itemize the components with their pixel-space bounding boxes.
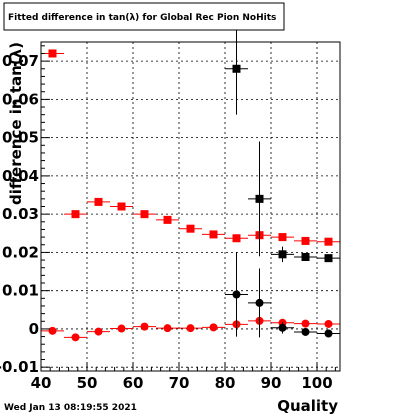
square-marker xyxy=(324,237,333,246)
y-tick-label: 0.05 xyxy=(2,129,39,147)
data-point xyxy=(156,215,179,224)
data-point xyxy=(64,210,87,219)
y-tick-label: 0.03 xyxy=(2,205,39,223)
x-tick-label: 90 xyxy=(261,374,282,392)
plot-frame xyxy=(40,41,341,372)
data-point xyxy=(271,246,294,262)
square-marker xyxy=(278,250,287,259)
square-marker xyxy=(278,233,287,242)
data-point xyxy=(133,322,156,331)
data-point xyxy=(271,322,294,334)
x-tick-label: 100 xyxy=(301,374,332,392)
circle-marker xyxy=(117,324,126,333)
circle-marker xyxy=(186,324,195,333)
data-point xyxy=(248,268,271,338)
data-point xyxy=(110,324,133,333)
circle-marker xyxy=(232,290,241,299)
y-tick-label: 0.02 xyxy=(2,243,39,261)
x-tick-label: 70 xyxy=(169,374,190,392)
data-point xyxy=(179,224,202,233)
labels-layer: 40 50 60 70 80 90 100 -0.01 0 0.01 0.02 0.03 0.04 0.0… xyxy=(0,52,333,392)
data-point xyxy=(225,252,248,337)
x-tick-label: 40 xyxy=(31,374,52,392)
y-tick-label: 0 xyxy=(29,320,39,338)
circle-marker xyxy=(278,323,287,332)
timestamp: Wed Jan 13 08:19:55 2021 xyxy=(4,403,137,413)
circle-marker xyxy=(301,319,310,328)
data-point xyxy=(317,329,340,338)
square-marker xyxy=(209,230,218,239)
square-marker xyxy=(140,210,149,219)
data-point xyxy=(133,210,156,219)
square-marker xyxy=(232,64,241,73)
marks-layer xyxy=(41,22,340,342)
square-marker xyxy=(71,210,80,219)
y-tick-label: 0.07 xyxy=(2,52,39,70)
data-point xyxy=(202,230,225,239)
square-marker xyxy=(117,202,126,211)
data-point xyxy=(110,202,133,211)
circle-marker xyxy=(301,327,310,336)
data-point xyxy=(271,233,294,242)
data-point xyxy=(317,237,340,246)
circle-marker xyxy=(324,329,333,338)
square-marker xyxy=(186,224,195,233)
data-point xyxy=(87,197,110,206)
square-marker xyxy=(232,234,241,243)
data-point xyxy=(225,234,248,243)
data-point xyxy=(248,141,271,257)
square-marker xyxy=(163,215,172,224)
circle-marker xyxy=(94,327,103,336)
data-point xyxy=(294,252,317,261)
circle-marker xyxy=(324,319,333,328)
square-marker xyxy=(324,254,333,263)
circle-marker xyxy=(140,322,149,331)
circle-marker xyxy=(255,298,264,307)
data-point xyxy=(156,324,179,333)
square-marker xyxy=(301,252,310,261)
y-tick-label: -0.01 xyxy=(0,358,39,376)
data-point xyxy=(87,327,110,336)
data-point xyxy=(225,22,248,115)
data-point xyxy=(317,254,340,263)
chart-title-box xyxy=(3,2,285,31)
x-tick-label: 60 xyxy=(123,374,144,392)
square-marker xyxy=(301,236,310,245)
circle-marker xyxy=(209,323,218,332)
data-point xyxy=(294,236,317,245)
x-tick-label: 50 xyxy=(77,374,98,392)
data-point xyxy=(202,323,225,332)
chart-title: Fitted difference in tan(λ) for Global R… xyxy=(8,13,276,23)
circle-marker xyxy=(163,324,172,333)
y-tick-label: 0.01 xyxy=(2,282,39,300)
square-marker xyxy=(255,194,264,203)
circle-marker xyxy=(71,333,80,342)
x-axis-label: Quality xyxy=(277,397,338,414)
data-point xyxy=(179,324,202,333)
ticks-layer xyxy=(40,45,336,371)
data-point xyxy=(317,319,340,328)
data-point xyxy=(41,326,64,335)
data-point xyxy=(294,327,317,336)
data-point xyxy=(64,333,87,342)
y-tick-label: 0.04 xyxy=(2,167,39,185)
grid-layer xyxy=(41,42,340,371)
x-tick-label: 80 xyxy=(215,374,236,392)
data-point xyxy=(294,319,317,328)
square-marker xyxy=(48,49,57,58)
square-marker xyxy=(94,197,103,206)
y-axis-label: difference in tan(λ) xyxy=(7,42,25,205)
y-tick-label: 0.06 xyxy=(2,90,39,108)
circle-marker xyxy=(48,326,57,335)
